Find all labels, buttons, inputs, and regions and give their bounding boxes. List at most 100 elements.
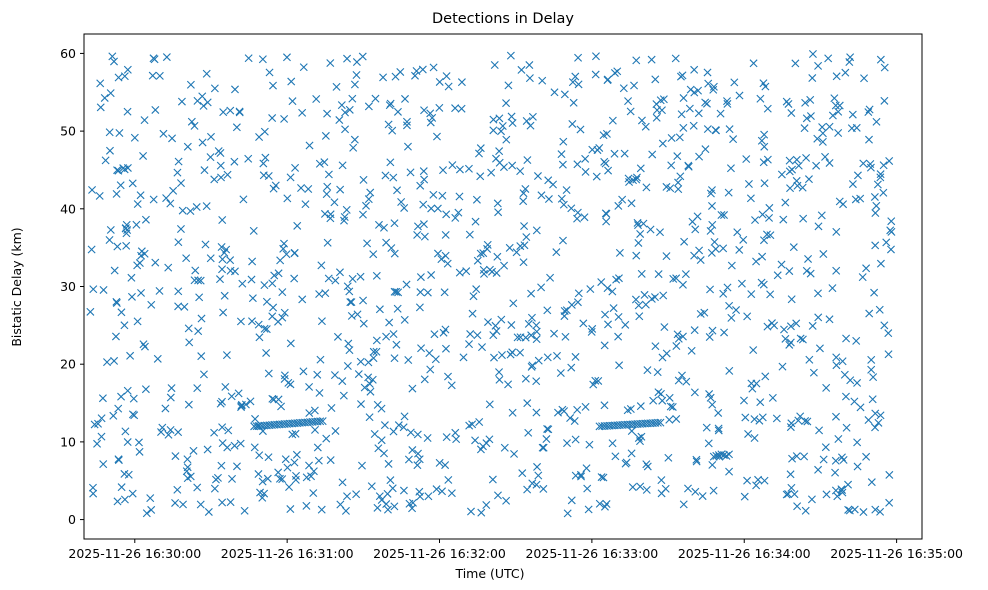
- detection-point: [521, 374, 530, 383]
- detection-point: [490, 61, 499, 70]
- detection-point: [685, 104, 694, 113]
- detection-point: [268, 114, 277, 123]
- detection-point: [274, 269, 283, 278]
- detection-point: [594, 376, 603, 385]
- detection-point: [166, 199, 175, 208]
- detection-point: [600, 341, 609, 350]
- detection-point: [190, 121, 199, 130]
- detection-point: [310, 406, 319, 415]
- detection-point: [459, 353, 468, 362]
- detection-point: [216, 399, 225, 408]
- detection-point: [96, 103, 105, 112]
- detection-point: [867, 355, 876, 364]
- detection-point: [595, 499, 604, 508]
- detection-point: [420, 232, 429, 241]
- detection-point: [430, 330, 439, 339]
- detection-point: [126, 351, 135, 360]
- detection-point: [608, 439, 617, 448]
- detection-point: [109, 411, 118, 420]
- detection-point: [185, 338, 194, 347]
- detection-point: [821, 443, 830, 452]
- detection-point: [831, 101, 840, 110]
- detection-point: [439, 166, 448, 175]
- detection-point: [417, 344, 426, 353]
- detection-point: [502, 496, 511, 505]
- detection-point: [601, 310, 610, 319]
- detection-point: [99, 460, 108, 469]
- detection-point: [375, 492, 384, 501]
- detection-point: [872, 201, 881, 210]
- detection-point: [112, 299, 121, 307]
- detection-point: [651, 75, 660, 84]
- detection-point: [120, 321, 129, 330]
- detection-point: [885, 498, 894, 507]
- detection-point: [473, 331, 482, 340]
- detection-point: [275, 474, 284, 483]
- detection-point: [692, 455, 701, 464]
- detection-point: [286, 380, 295, 389]
- detection-point: [662, 252, 671, 261]
- detection-point: [313, 370, 322, 379]
- detection-point: [546, 273, 555, 282]
- detection-point: [364, 195, 373, 204]
- detection-point: [553, 351, 562, 360]
- detection-point: [804, 175, 813, 184]
- detection-point: [522, 117, 531, 126]
- detection-point: [694, 109, 703, 118]
- detection-point: [587, 327, 596, 336]
- detection-point: [589, 380, 598, 389]
- detection-point: [785, 156, 794, 165]
- detection-point: [282, 250, 291, 259]
- detection-point: [114, 456, 123, 465]
- detection-point: [814, 313, 823, 322]
- detection-point: [497, 315, 506, 324]
- detection-point: [508, 119, 517, 128]
- detection-point: [859, 508, 868, 517]
- detection-point: [382, 238, 391, 247]
- detection-point: [193, 483, 202, 492]
- detection-point: [629, 176, 637, 185]
- detection-point: [755, 416, 764, 425]
- detection-point: [420, 106, 429, 115]
- detection-point: [659, 95, 668, 104]
- detection-point: [408, 384, 417, 393]
- detection-point: [802, 266, 811, 275]
- detection-point: [677, 110, 686, 119]
- detection-point: [435, 458, 444, 467]
- detection-point: [113, 497, 122, 506]
- detection-point: [435, 77, 444, 86]
- detection-point: [457, 104, 466, 113]
- detection-point: [597, 473, 606, 482]
- detection-point: [634, 221, 643, 230]
- detection-point: [678, 332, 687, 341]
- detection-point: [155, 71, 164, 80]
- detection-point: [812, 161, 821, 170]
- track-point: [712, 451, 721, 460]
- detection-point: [848, 110, 857, 119]
- detection-point: [831, 412, 840, 421]
- detection-point: [532, 480, 541, 489]
- detection-point: [447, 381, 456, 390]
- detection-point: [431, 355, 440, 364]
- detection-point: [321, 289, 330, 298]
- detection-point: [484, 318, 492, 327]
- detection-point: [472, 195, 481, 204]
- detection-point: [210, 175, 219, 184]
- detection-point: [848, 180, 857, 189]
- y-tick-label: 60: [60, 46, 76, 61]
- detection-point: [692, 457, 701, 466]
- detection-point: [672, 274, 681, 283]
- detection-point: [673, 330, 682, 339]
- detection-point: [471, 436, 480, 445]
- detection-point: [842, 334, 851, 343]
- detection-point: [174, 157, 183, 166]
- detection-point: [839, 455, 848, 464]
- detection-point: [876, 55, 885, 64]
- detection-point: [189, 446, 198, 455]
- detection-point: [879, 161, 888, 170]
- detection-point: [239, 195, 248, 204]
- detection-point: [358, 210, 367, 219]
- detection-point: [558, 236, 567, 245]
- detection-point: [423, 434, 432, 442]
- detection-point: [475, 418, 484, 427]
